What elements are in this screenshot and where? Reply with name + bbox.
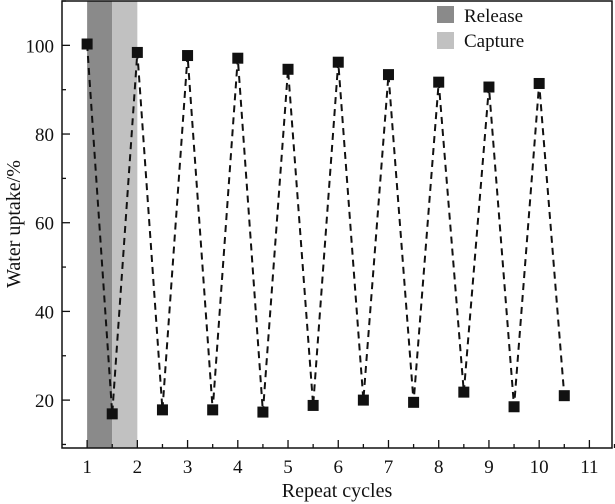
data-point xyxy=(433,76,445,88)
data-point xyxy=(257,406,269,418)
y-tick-label: 40 xyxy=(35,302,54,323)
x-tick-label: 9 xyxy=(484,457,494,478)
data-point xyxy=(533,77,545,89)
data-point xyxy=(408,396,420,408)
x-tick-label: 5 xyxy=(283,457,293,478)
data-point xyxy=(508,401,520,413)
x-tick-label: 3 xyxy=(183,457,193,478)
y-axis-title: Water uptake/% xyxy=(3,160,25,288)
y-tick-label: 80 xyxy=(35,125,54,146)
x-tick-label: 2 xyxy=(133,457,143,478)
x-tick-label: 6 xyxy=(334,457,344,478)
data-point xyxy=(458,386,470,398)
legend-swatch-release xyxy=(437,6,454,23)
data-point xyxy=(81,38,93,50)
x-tick-label: 1 xyxy=(82,457,92,478)
data-point xyxy=(357,394,369,406)
legend-label-capture: Capture xyxy=(464,31,524,52)
data-point xyxy=(483,81,495,93)
y-tick-label: 20 xyxy=(35,391,54,412)
plot-frame xyxy=(61,0,613,449)
legend: Release Capture xyxy=(437,6,524,52)
data-point xyxy=(232,52,244,64)
data-point xyxy=(131,46,143,58)
data-point xyxy=(332,56,344,68)
x-tick-label: 8 xyxy=(434,457,444,478)
data-point xyxy=(156,404,168,416)
data-point xyxy=(282,63,294,75)
data-point xyxy=(106,408,118,420)
shaded-region-capture xyxy=(112,1,138,448)
data-point xyxy=(307,399,319,411)
x-tick-label: 10 xyxy=(530,457,549,478)
data-point xyxy=(382,69,394,81)
data-point xyxy=(207,404,219,416)
data-point xyxy=(182,50,194,62)
legend-swatch-capture xyxy=(437,32,454,49)
legend-label-release: Release xyxy=(464,6,523,27)
x-tick-label: 7 xyxy=(384,457,394,478)
data-point xyxy=(558,390,570,402)
x-axis-title: Repeat cycles xyxy=(282,480,393,502)
y-tick-label: 60 xyxy=(35,214,54,235)
x-tick-label: 11 xyxy=(580,457,598,478)
y-tick-label: 100 xyxy=(26,36,55,57)
series-line xyxy=(86,43,566,414)
x-tick-label: 4 xyxy=(233,457,243,478)
